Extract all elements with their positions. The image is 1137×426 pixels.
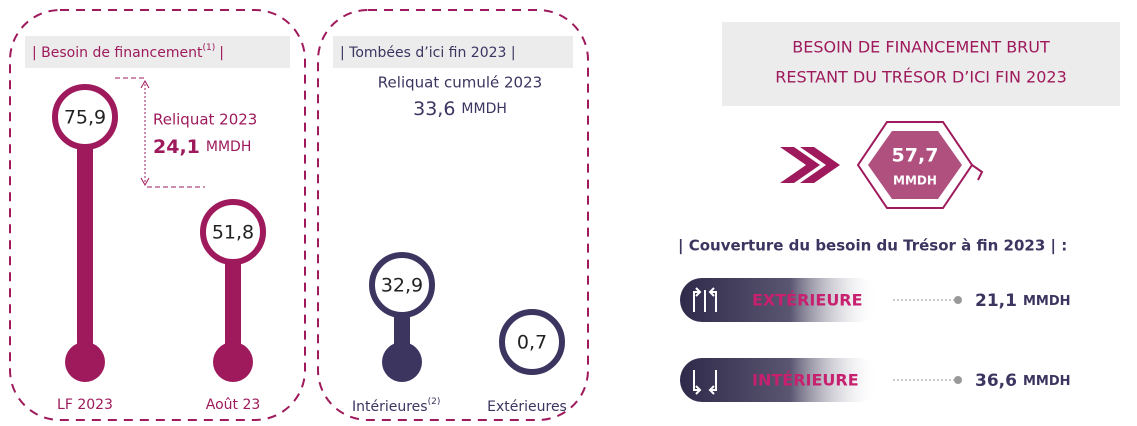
value-circle [52, 84, 118, 150]
pill [680, 358, 880, 402]
value: 36,6 MMDH [975, 371, 1071, 391]
label: EXTÉRIEURE [752, 291, 863, 310]
panel-title: | Besoin de financement(1) | [32, 43, 224, 62]
arrow [971, 164, 984, 181]
value: 75,9 [64, 107, 106, 129]
value: 0,7 [517, 332, 547, 354]
title-box [722, 22, 1120, 106]
title: BESOIN DE FINANCEMENT BRUT [792, 38, 1050, 57]
value: 57,7 [892, 145, 939, 167]
label: Reliquat cumulé 2023 [378, 74, 542, 92]
label: Reliquat 2023 [153, 111, 257, 129]
label: Extérieures [487, 399, 567, 415]
lollipop [382, 310, 422, 382]
value-circle [200, 199, 266, 265]
pill [680, 278, 880, 322]
unit: MMDH [893, 174, 937, 188]
lollipop [65, 140, 253, 382]
connector [115, 77, 205, 188]
title: RESTANT DU TRÉSOR D’ICI FIN 2023 [775, 68, 1067, 87]
label: Intérieures(2) [352, 397, 440, 416]
value: 51,8 [212, 222, 254, 244]
icon [693, 370, 717, 395]
label: INTÉRIEURE [752, 371, 859, 390]
coverage-title: | Couverture du besoin du Trésor à fin 2… [678, 237, 1067, 256]
hexagon [856, 121, 974, 209]
icon [693, 287, 717, 312]
panel-title: | Tombées d’ici fin 2023 | [340, 45, 516, 61]
header-band [25, 36, 290, 68]
label: Août 23 [206, 397, 261, 413]
dot [954, 376, 962, 384]
arrow-head [140, 79, 150, 187]
leader [893, 299, 955, 381]
value: 32,9 [381, 275, 423, 297]
panel-border [9, 9, 306, 421]
value: 21,1 MMDH [975, 291, 1071, 311]
value: 33,6 MMDH [413, 98, 507, 120]
dot [954, 296, 962, 304]
chevrons [780, 147, 840, 183]
value-circle [499, 309, 565, 375]
header-band [333, 36, 573, 68]
hexagon [868, 131, 962, 199]
label: LF 2023 [57, 397, 113, 413]
value: 24,1 MMDH [153, 136, 251, 158]
panel-border [317, 9, 589, 421]
value-circle [369, 252, 435, 318]
